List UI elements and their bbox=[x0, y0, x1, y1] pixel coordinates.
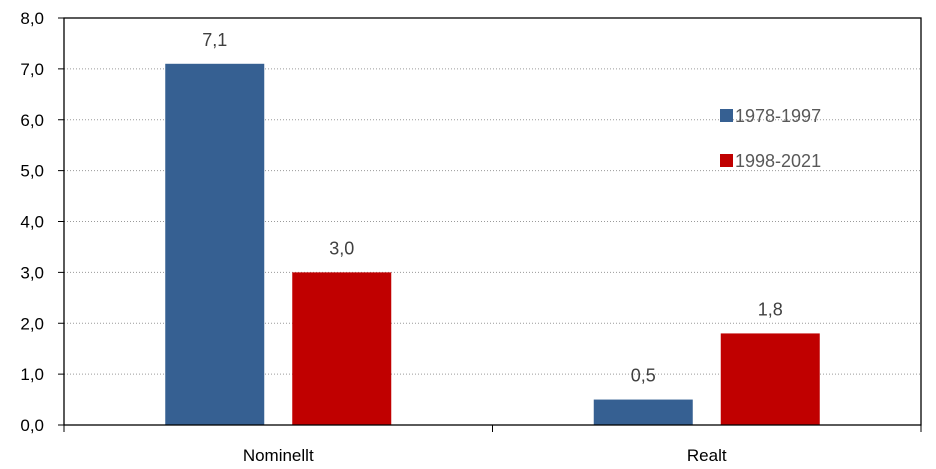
data-label: 3,0 bbox=[329, 238, 354, 258]
bar-1-0 bbox=[593, 399, 693, 425]
y-tick-label: 5,0 bbox=[20, 162, 44, 181]
y-tick-label: 7,0 bbox=[20, 60, 44, 79]
y-tick-label: 0,0 bbox=[20, 416, 44, 435]
legend-label: 1998-2021 bbox=[735, 151, 821, 171]
bar-0-0 bbox=[165, 63, 265, 425]
y-tick-label: 2,0 bbox=[20, 314, 44, 333]
legend-swatch bbox=[720, 109, 733, 122]
y-tick-label: 4,0 bbox=[20, 213, 44, 232]
bar-0-1 bbox=[292, 272, 392, 425]
y-tick-label: 3,0 bbox=[20, 263, 44, 282]
y-tick-label: 8,0 bbox=[20, 9, 44, 28]
y-tick-label: 6,0 bbox=[20, 111, 44, 130]
data-label: 0,5 bbox=[631, 366, 656, 386]
bar-1-1 bbox=[720, 333, 820, 425]
plot-frame bbox=[63, 17, 922, 426]
data-label: 1,8 bbox=[758, 299, 783, 319]
y-tick-label: 1,0 bbox=[20, 365, 44, 384]
legend-label: 1978-1997 bbox=[735, 106, 821, 126]
data-label: 7,1 bbox=[202, 30, 227, 50]
x-tick-label: Nominellt bbox=[243, 446, 314, 465]
x-tick-label: Realt bbox=[687, 446, 727, 465]
legend-swatch bbox=[720, 154, 733, 167]
